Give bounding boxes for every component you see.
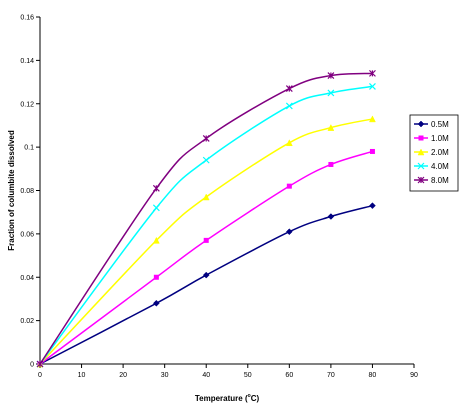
data-point <box>152 184 160 192</box>
x-tick-label: 20 <box>119 372 127 379</box>
data-point <box>285 139 293 147</box>
data-point <box>369 148 375 154</box>
x-tick-label: 30 <box>161 372 169 379</box>
series-line <box>39 204 373 365</box>
data-point <box>327 213 335 220</box>
data-point <box>369 115 376 123</box>
data-point <box>202 135 210 142</box>
legend-item: 4.0M <box>414 162 449 171</box>
y-tick-label: 0.06 <box>20 231 34 238</box>
legend-item: 1.0M <box>414 134 449 143</box>
data-point <box>202 156 210 164</box>
data-point <box>369 82 376 90</box>
x-axis-title-unit: C) <box>251 394 260 403</box>
legend-marker <box>418 135 424 141</box>
legend-marker <box>417 176 425 184</box>
x-axis-title-degree: o <box>248 393 251 399</box>
x-tick-label: 70 <box>327 372 335 379</box>
y-tick-label: 0.16 <box>20 15 34 22</box>
data-point <box>202 271 210 279</box>
y-tick-label: 0.08 <box>20 188 34 195</box>
data-point <box>369 69 376 77</box>
x-tick-label: 40 <box>202 372 210 379</box>
y-tick-label: 0.1 <box>24 145 34 152</box>
data-point <box>285 85 293 92</box>
data-point <box>369 202 376 210</box>
data-point <box>286 183 292 189</box>
data-point <box>202 193 210 201</box>
y-tick-label: 0.04 <box>20 275 34 282</box>
x-tick-label: 50 <box>244 372 252 379</box>
legend-items: 0.5M 1.0M 2.0M 4.0M 8.0M <box>414 120 449 185</box>
x-ticks: 0 10 20 30 40 50 60 70 80 90 <box>38 364 418 379</box>
data-point <box>153 274 159 280</box>
y-tick-label: 0 <box>30 362 34 369</box>
legend-label: 8.0M <box>431 176 449 185</box>
data-point <box>36 360 44 368</box>
series-2.0M <box>36 115 376 368</box>
x-axis-title-main: Temperature ( <box>195 394 248 403</box>
data-point <box>285 102 293 110</box>
x-tick-label: 0 <box>38 372 42 379</box>
legend-marker <box>417 120 425 128</box>
data-point <box>328 161 334 167</box>
data-point <box>152 236 160 244</box>
y-ticks: 0 0.02 0.04 0.06 0.08 0.1 0.12 0.14 0.16 <box>20 15 40 369</box>
legend-label: 4.0M <box>431 162 449 171</box>
legend-item: 2.0M <box>414 148 449 157</box>
x-axis-title: Temperature (oC) <box>195 393 260 403</box>
series-layer <box>36 69 376 368</box>
data-point <box>203 237 209 243</box>
x-tick-label: 60 <box>285 372 293 379</box>
axes <box>39 17 414 365</box>
legend-marker <box>417 148 425 156</box>
data-point <box>327 124 335 131</box>
y-tick-label: 0.12 <box>20 101 34 108</box>
data-point <box>327 89 335 97</box>
series-8.0M <box>36 69 376 368</box>
x-tick-label: 80 <box>369 372 377 379</box>
legend-label: 0.5M <box>431 120 449 129</box>
series-4.0M <box>36 82 376 368</box>
legend-label: 2.0M <box>431 148 449 157</box>
legend-label: 1.0M <box>431 134 449 143</box>
legend-marker <box>417 162 425 170</box>
x-tick-label: 90 <box>410 372 418 379</box>
y-tick-label: 0.14 <box>20 58 34 65</box>
series-1.0M <box>37 148 375 367</box>
data-point <box>285 228 293 236</box>
data-point <box>153 299 160 307</box>
data-point <box>327 72 335 79</box>
y-tick-label: 0.02 <box>20 318 34 325</box>
legend: 0.5M 1.0M 2.0M 4.0M 8.0M <box>409 114 459 192</box>
data-point <box>152 204 160 212</box>
series-line <box>39 85 373 365</box>
series-line <box>39 150 373 365</box>
legend-item: 0.5M <box>414 120 449 129</box>
legend-item: 8.0M <box>414 176 449 185</box>
legend-box <box>409 114 459 192</box>
x-tick-label: 10 <box>78 372 86 379</box>
series-0.5M <box>36 202 376 368</box>
y-axis-title: Fraction of columbite dissolved <box>7 130 16 251</box>
